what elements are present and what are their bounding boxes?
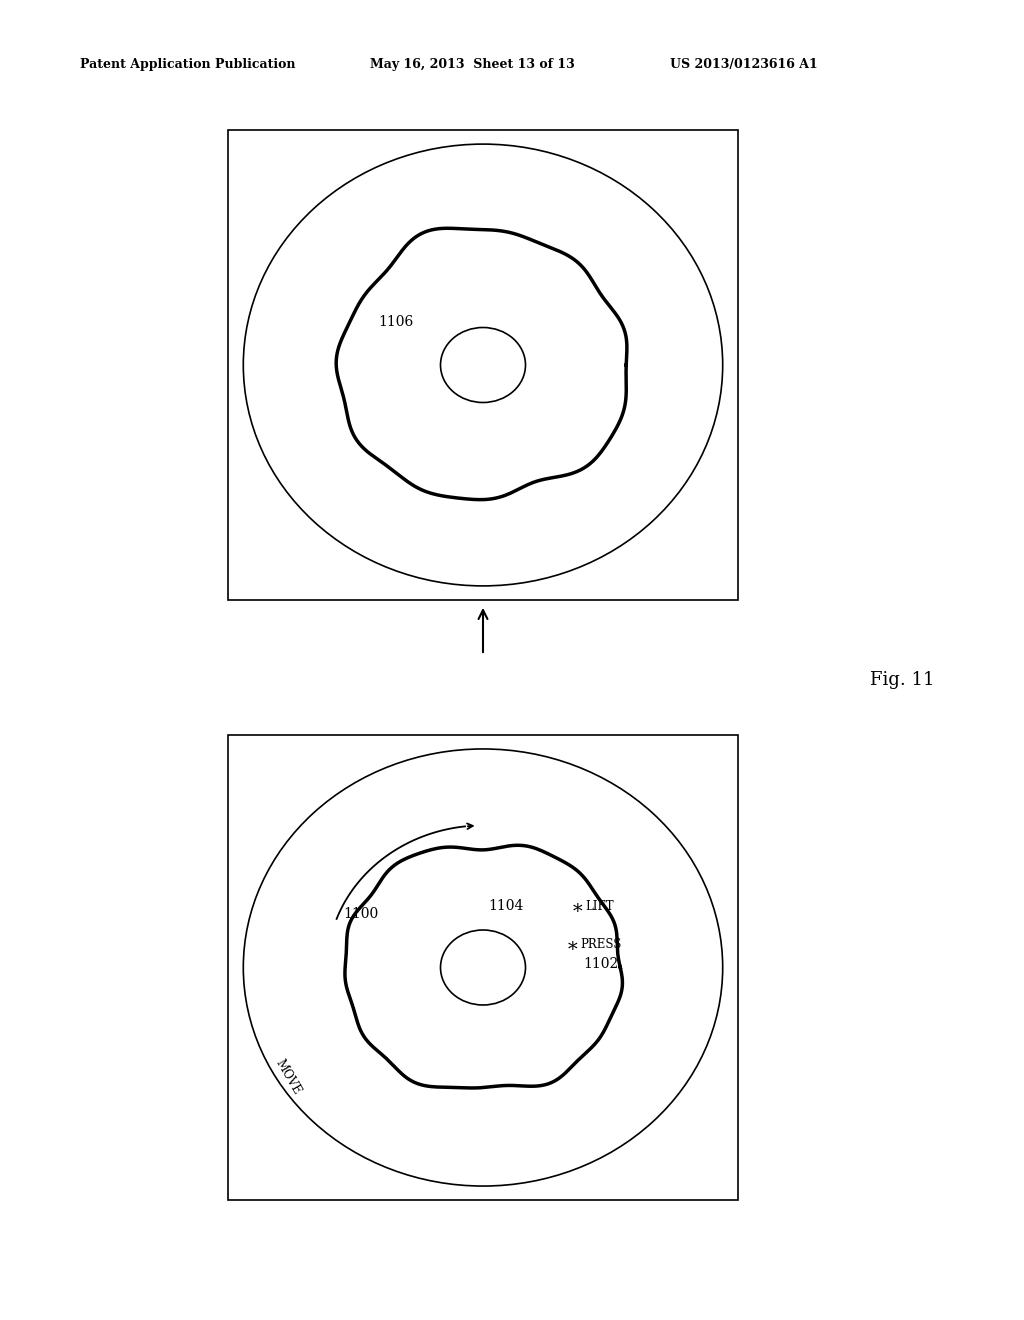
Ellipse shape — [440, 931, 525, 1005]
Text: Patent Application Publication: Patent Application Publication — [80, 58, 296, 71]
Text: US 2013/0123616 A1: US 2013/0123616 A1 — [670, 58, 818, 71]
Text: 1106: 1106 — [378, 315, 414, 329]
Text: Fig. 11: Fig. 11 — [870, 671, 935, 689]
Text: PRESS: PRESS — [580, 937, 622, 950]
Text: 1102: 1102 — [583, 957, 618, 972]
Text: LIFT: LIFT — [585, 899, 613, 912]
Text: MOVE: MOVE — [273, 1057, 303, 1097]
Ellipse shape — [244, 144, 723, 586]
Text: May 16, 2013  Sheet 13 of 13: May 16, 2013 Sheet 13 of 13 — [370, 58, 574, 71]
Bar — [228, 735, 738, 1200]
Text: 1104: 1104 — [488, 899, 523, 913]
Text: 1100: 1100 — [343, 908, 378, 921]
Bar — [228, 129, 738, 601]
Text: *: * — [573, 903, 583, 921]
Ellipse shape — [244, 748, 723, 1187]
Ellipse shape — [440, 327, 525, 403]
Text: *: * — [568, 940, 578, 958]
